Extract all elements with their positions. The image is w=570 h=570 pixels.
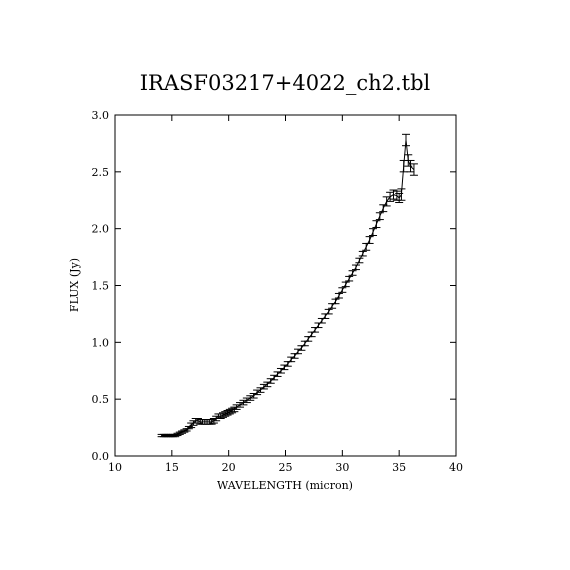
data-point-errorbar	[362, 242, 371, 251]
chart-title: IRASF03217+4022_ch2.tbl	[140, 71, 431, 95]
data-point-errorbar	[300, 340, 309, 347]
data-point-errorbar	[365, 236, 374, 244]
data-point-errorbar	[345, 275, 354, 282]
data-point-errorbar	[304, 336, 313, 342]
y-tick-label: 0.0	[92, 450, 110, 463]
y-tick-label: 2.5	[92, 166, 110, 179]
data-point-errorbar	[328, 303, 337, 309]
data-point-errorbar	[358, 250, 367, 257]
data-point-errorbar	[331, 298, 340, 305]
data-point-errorbar	[351, 264, 360, 271]
data-point-errorbar	[317, 317, 326, 324]
y-tick-label: 3.0	[92, 109, 110, 122]
axis-tick-labels: 10 15 20 25 30 35 40 0.0 0.5 1.0 1.5 2.0 2.5 3.0	[92, 109, 464, 474]
data-point-errorbar	[307, 331, 316, 338]
data-point-errorbar	[399, 159, 408, 173]
axis-ticks	[114, 114, 457, 457]
x-tick-label: 35	[392, 461, 406, 474]
data-point-errorbar	[321, 313, 330, 319]
data-point-errorbar	[369, 228, 378, 236]
data-point-errorbar	[372, 220, 381, 229]
x-tick-label: 20	[222, 461, 236, 474]
x-tick-label: 15	[165, 461, 179, 474]
data-point-errorbar	[314, 322, 323, 329]
y-tick-label: 2.0	[92, 223, 110, 236]
data-point-errorbar	[338, 287, 347, 293]
x-axis-label: WAVELENGTH (micron)	[217, 479, 353, 492]
data-point-errorbar	[355, 257, 364, 264]
y-tick-label: 1.0	[92, 336, 110, 349]
x-tick-label: 25	[279, 461, 293, 474]
data-point-errorbar	[395, 192, 404, 204]
data-series	[157, 133, 418, 438]
y-axis-label: FLUX (Jy)	[68, 258, 81, 312]
data-point-errorbar	[375, 212, 384, 221]
x-tick-label: 30	[335, 461, 349, 474]
x-tick-label: 10	[108, 461, 122, 474]
data-point-errorbar	[386, 191, 395, 202]
data-point-errorbar	[406, 159, 415, 173]
data-point-errorbar	[324, 308, 333, 315]
data-point-errorbar	[341, 281, 350, 288]
series-line	[161, 139, 415, 436]
y-tick-label: 1.5	[92, 280, 110, 293]
x-tick-label: 40	[449, 461, 463, 474]
data-point-errorbar	[397, 188, 406, 201]
data-point-errorbar	[401, 133, 410, 147]
data-point-errorbar	[311, 327, 320, 333]
data-point-errorbar	[348, 270, 357, 276]
y-tick-label: 0.5	[92, 393, 110, 406]
data-point-errorbar	[334, 292, 343, 299]
data-point-errorbar	[409, 163, 418, 176]
